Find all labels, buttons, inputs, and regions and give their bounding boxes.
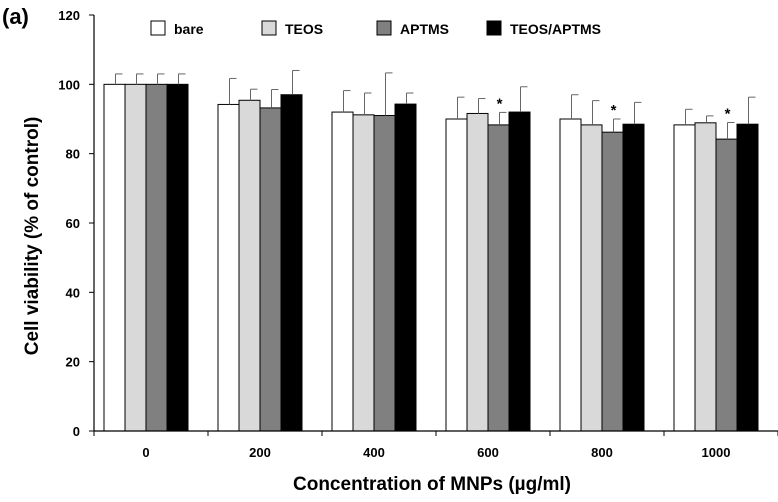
- bar: [466, 112, 489, 432]
- legend-label: TEOS: [285, 21, 323, 37]
- significance-star: *: [725, 105, 731, 122]
- bar: [352, 114, 375, 432]
- x-axis-title: Concentration of MNPs (µg/ml): [293, 474, 571, 495]
- bar-series: [103, 83, 759, 432]
- bar: [622, 123, 645, 432]
- y-tick-label: 20: [66, 355, 80, 370]
- significance-markers: * * *: [497, 95, 731, 122]
- y-axis-title: Cell viability (% of control): [22, 117, 43, 356]
- y-tick-label: 40: [66, 285, 80, 300]
- axes: 0 20 40 60 80 100 120 0 200 400 600 800 1000: [58, 8, 778, 460]
- legend: bare TEOS APTMS TEOS/APTMS: [150, 20, 601, 37]
- bar: [145, 83, 168, 432]
- bar: [673, 124, 696, 432]
- y-tick-label: 0: [73, 424, 80, 439]
- y-tick-label: 100: [58, 77, 80, 92]
- bar: [559, 118, 582, 432]
- y-tick-label: 60: [66, 216, 80, 231]
- bar: [217, 103, 240, 432]
- legend-label: TEOS/APTMS: [510, 21, 601, 37]
- bar: [238, 99, 261, 432]
- bar: [736, 123, 759, 432]
- panel-label: (a): [2, 4, 29, 29]
- y-tick-label: 120: [58, 8, 80, 23]
- x-tick-label: 800: [591, 445, 613, 460]
- legend-swatch: [486, 20, 502, 36]
- bar: [331, 111, 354, 432]
- bar: [694, 122, 717, 432]
- bar: [715, 138, 738, 432]
- bar: [259, 107, 282, 432]
- bar: [394, 103, 417, 432]
- bar: [580, 124, 603, 432]
- bar: [166, 83, 189, 432]
- significance-star: *: [611, 102, 617, 119]
- y-tick-label: 80: [66, 147, 80, 162]
- error-bars: [115, 69, 756, 140]
- legend-label: APTMS: [400, 21, 449, 37]
- legend-swatch: [150, 20, 166, 36]
- significance-star: *: [497, 95, 503, 112]
- bar: [124, 83, 147, 432]
- x-tick-label: 200: [249, 445, 271, 460]
- bar: [103, 83, 126, 432]
- bar: [280, 94, 303, 432]
- bar: [487, 124, 510, 432]
- legend-label: bare: [174, 21, 204, 37]
- legend-swatch: [261, 20, 277, 36]
- x-tick-label: 600: [477, 445, 499, 460]
- bar: [508, 111, 531, 432]
- bar: [445, 118, 468, 432]
- legend-swatch: [376, 20, 392, 36]
- x-tick-label: 400: [363, 445, 385, 460]
- bar: [373, 115, 396, 432]
- x-tick-label: 1000: [702, 445, 731, 460]
- x-tick-label: 0: [142, 445, 149, 460]
- bar: [601, 131, 624, 432]
